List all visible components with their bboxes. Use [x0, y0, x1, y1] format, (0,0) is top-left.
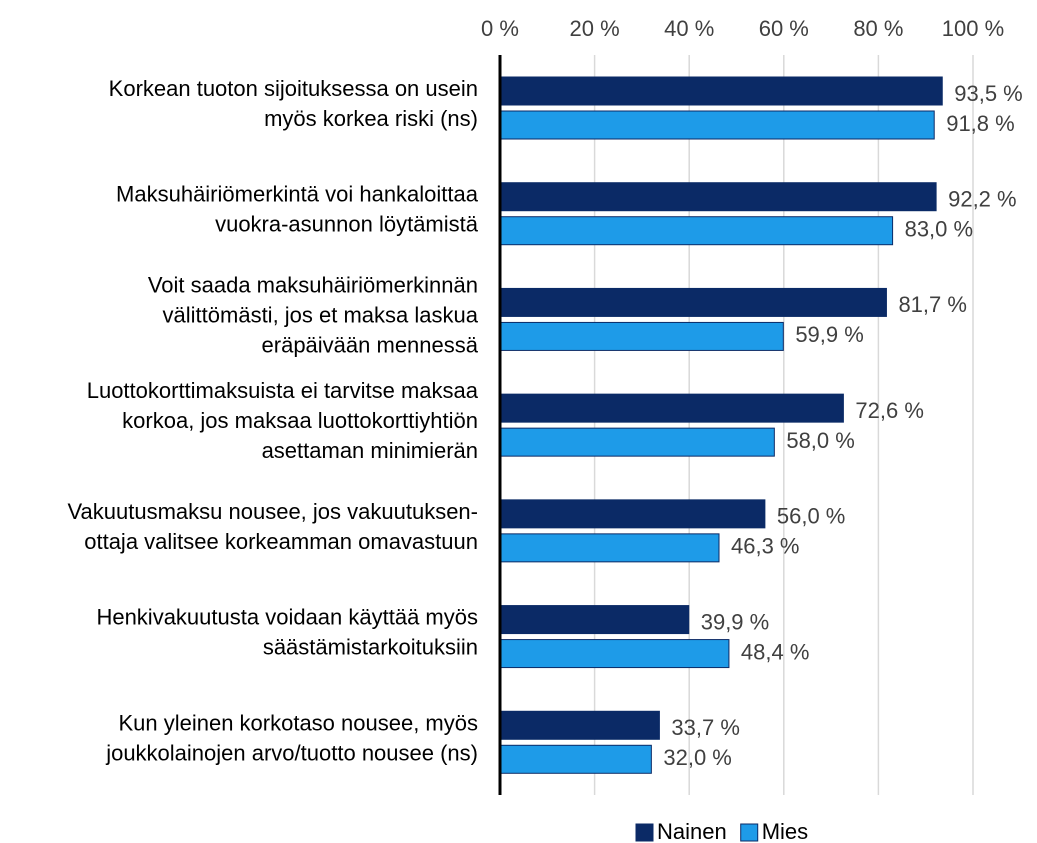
category-label: Korkean tuoton sijoituksessa on usein myö…: [109, 76, 478, 131]
category-label: Maksuhäiriömerkintä voi hankaloittaa vuok…: [116, 182, 479, 237]
bar: [499, 427, 775, 457]
category-label: Henkivakuutusta voidaan käyttää myös sääs…: [96, 604, 478, 659]
x-tick-label: 80 %: [853, 16, 903, 41]
legend-swatch: [635, 823, 654, 842]
category-label: Voit saada maksuhäiriömerkinnän välittömä…: [148, 272, 479, 357]
value-label: 56,0 %: [777, 504, 846, 529]
bar: [499, 744, 652, 774]
legend-label: Mies: [762, 819, 808, 843]
bar: [499, 605, 690, 635]
x-tick-label: 100 %: [942, 16, 1004, 41]
value-label: 46,3 %: [731, 534, 800, 559]
bar: [499, 499, 766, 529]
value-label: 32,0 %: [663, 745, 732, 770]
bar: [499, 710, 660, 740]
bar: [499, 216, 894, 246]
value-label: 93,5 %: [954, 81, 1023, 106]
legend-swatch: [740, 823, 759, 842]
category-label: Vakuutusmaksu nousee, jos vakuutuksen-ot…: [68, 499, 479, 554]
category-label: Luottokorttimaksuista ei tarvitse maksaa…: [87, 378, 479, 463]
bar: [499, 287, 887, 317]
value-label: 91,8 %: [946, 111, 1015, 136]
bar: [499, 182, 937, 212]
value-label: 92,2 %: [948, 187, 1017, 212]
legend-label: Nainen: [657, 819, 727, 843]
value-label: 39,9 %: [701, 609, 770, 634]
x-tick-label: 20 %: [570, 16, 620, 41]
bar: [499, 533, 720, 563]
value-label: 83,0 %: [905, 217, 974, 242]
value-label: 58,0 %: [786, 428, 855, 453]
value-label: 48,4 %: [741, 639, 810, 664]
value-label: 72,6 %: [855, 398, 924, 423]
category-label: Kun yleinen korkotaso nousee, myös joukko…: [105, 710, 478, 765]
bar: [499, 110, 935, 140]
bar: [499, 393, 844, 423]
bar: [499, 639, 730, 669]
x-tick-label: 0 %: [481, 16, 519, 41]
value-label: 81,7 %: [898, 292, 967, 317]
value-label: 59,9 %: [795, 322, 864, 347]
x-tick-label: 40 %: [664, 16, 714, 41]
bar: [499, 76, 943, 106]
value-label: 33,7 %: [671, 715, 740, 740]
bar: [499, 321, 784, 351]
x-tick-label: 60 %: [759, 16, 809, 41]
